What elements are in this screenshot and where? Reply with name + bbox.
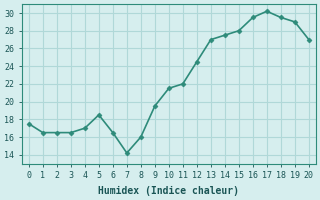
X-axis label: Humidex (Indice chaleur): Humidex (Indice chaleur) [98, 186, 239, 196]
